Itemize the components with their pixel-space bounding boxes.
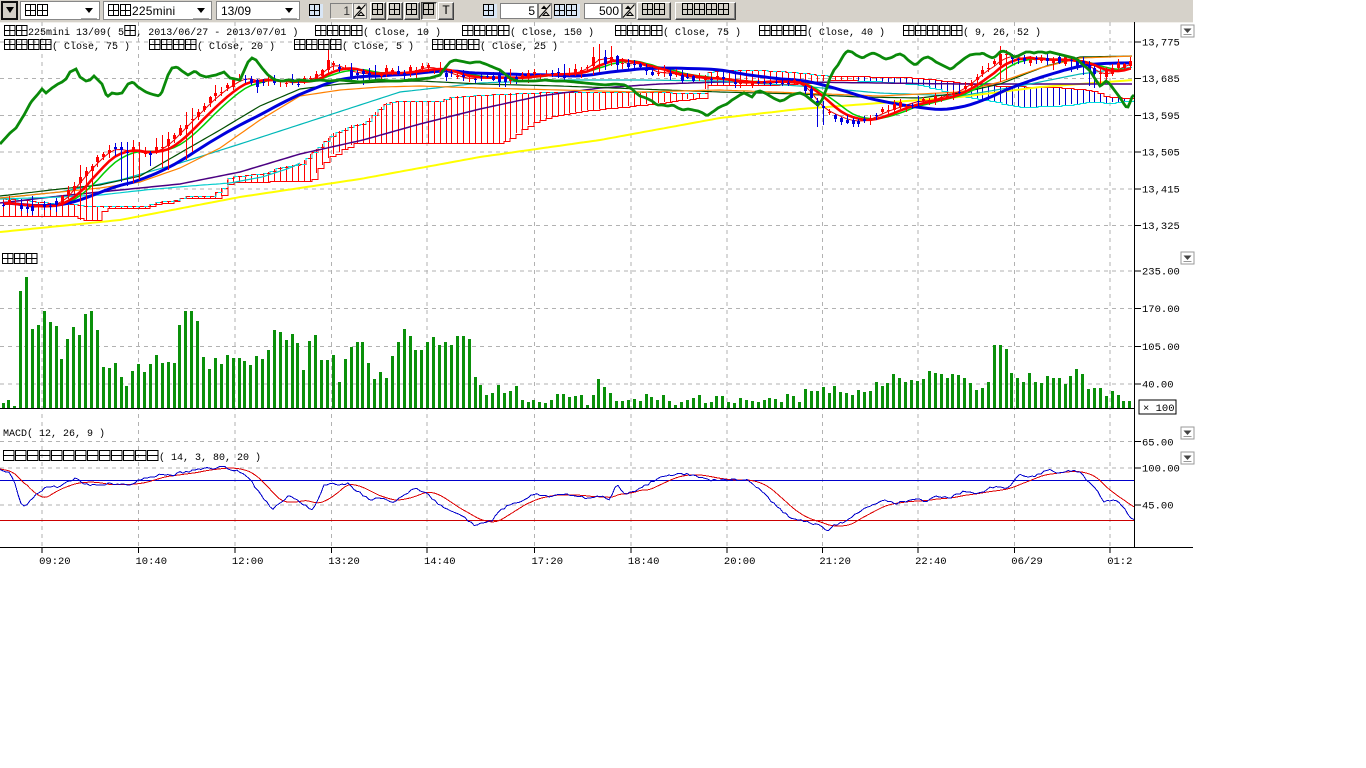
svg-text:40.00: 40.00 [1142,380,1174,392]
svg-text:06/29: 06/29 [1011,556,1043,568]
svg-text:13,325: 13,325 [1142,221,1180,233]
svg-text:21:20: 21:20 [819,556,851,568]
svg-text:45.00: 45.00 [1142,501,1174,513]
svg-text:( Close, 10 ): ( Close, 10 ) [363,27,441,39]
svg-text:( 9, 26, 52 ): ( 9, 26, 52 ) [963,27,1041,39]
svg-text:, 2013/06/27 - 2013/07/01 ): , 2013/06/27 - 2013/07/01 ) [136,27,298,39]
svg-text:22:40: 22:40 [915,556,947,568]
svg-text:20:00: 20:00 [724,556,756,568]
svg-text:12:00: 12:00 [232,556,264,568]
svg-text:( 14, 3, 80, 20 ): ( 14, 3, 80, 20 ) [159,452,261,464]
svg-text:( Close, 75 ): ( Close, 75 ) [663,27,741,39]
svg-text:( Close, 150 ): ( Close, 150 ) [510,27,594,39]
svg-text:105.00: 105.00 [1142,342,1180,354]
svg-text:170.00: 170.00 [1142,304,1180,316]
svg-text:100.00: 100.00 [1142,464,1180,476]
svg-text:× 100: × 100 [1143,403,1175,415]
svg-text:13:20: 13:20 [328,556,360,568]
svg-text:14:40: 14:40 [424,556,456,568]
svg-text:( Close, 40 ): ( Close, 40 ) [807,27,885,39]
svg-text:18:40: 18:40 [628,556,660,568]
svg-text:( Close, 5 ): ( Close, 5 ) [342,41,414,53]
svg-text:65.00: 65.00 [1142,438,1174,450]
svg-text:13,685: 13,685 [1142,74,1180,86]
svg-text:01:2: 01:2 [1107,556,1132,568]
svg-text:MACD( 12, 26, 9 ): MACD( 12, 26, 9 ) [3,428,105,440]
svg-text:13,505: 13,505 [1142,148,1180,160]
svg-text:09:20: 09:20 [39,556,71,568]
svg-text:13,775: 13,775 [1142,38,1180,50]
svg-text:13,595: 13,595 [1142,111,1180,123]
svg-text:225mini 13/09( 5: 225mini 13/09( 5 [28,27,124,39]
svg-text:( Close, 25 ): ( Close, 25 ) [480,41,558,53]
svg-text:13,415: 13,415 [1142,184,1180,196]
svg-text:( Close, 75 ): ( Close, 75 ) [52,41,130,53]
svg-text:( Close, 20 ): ( Close, 20 ) [197,41,275,53]
svg-text:17:20: 17:20 [532,556,564,568]
svg-text:235.00: 235.00 [1142,267,1180,279]
svg-text:10:40: 10:40 [136,556,168,568]
